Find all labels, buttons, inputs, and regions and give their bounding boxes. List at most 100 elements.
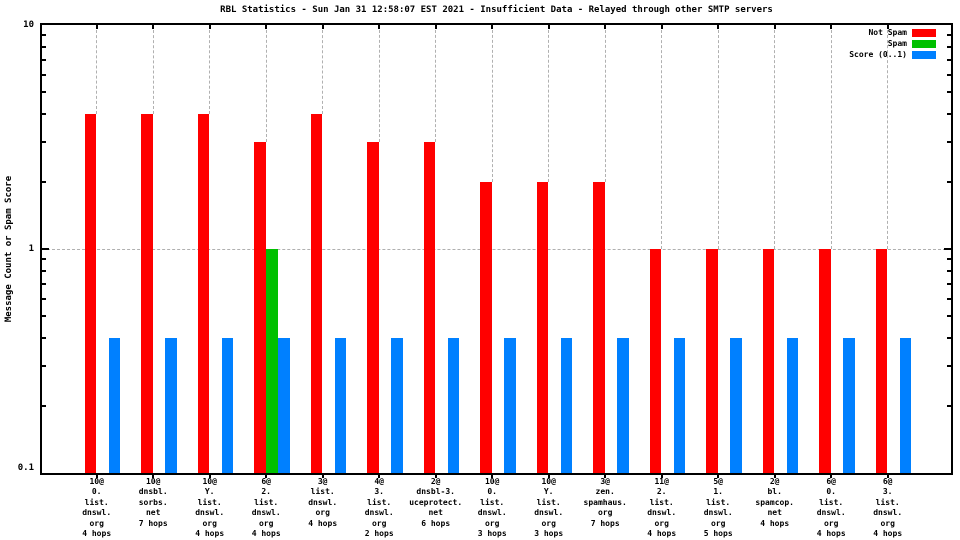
x-axis-label-line: org (202, 518, 217, 528)
x-axis-label-line: org (315, 508, 330, 518)
x-axis-label: 10@ Y. list. dnswl. org 3 hops (517, 477, 581, 539)
x-axis-label-line: org (541, 518, 556, 528)
x-axis-label-line: 2. (656, 487, 667, 497)
y-tick-label-10: 10 (23, 20, 34, 30)
x-axis-label-line: dnswl. (195, 508, 225, 518)
x-axis-label-line: 5 hops (703, 529, 733, 539)
x-axis-label-line: list. (875, 497, 900, 507)
x-axis-label-line: 10@ (145, 477, 161, 486)
x-axis-label-line: Y. (543, 487, 554, 497)
x-axis-label-line: dnswl. (82, 508, 112, 518)
x-axis-label-line: 6 hops (421, 518, 451, 528)
x-axis-label-line: 4 hops (647, 529, 677, 539)
x-axis-label-line: dnswl. (308, 497, 338, 507)
x-axis-label-line: 3 hops (534, 529, 564, 539)
x-axis-label-line: 4 hops (195, 529, 225, 539)
x-tick-bottom (265, 475, 268, 478)
legend-label-score: Score (0..1) (849, 50, 907, 59)
x-axis-label: 10@ 0. list. dnswl. org 4 hops (65, 477, 129, 539)
x-axis-label-line: list. (367, 497, 392, 507)
x-axis-label-line: 4 hops (873, 529, 903, 539)
legend-row-spam: Spam (849, 38, 936, 49)
x-axis-label-line: spamhaus. (583, 497, 627, 507)
x-axis-label-line: 2. (261, 487, 271, 497)
x-axis-label-line: org (710, 518, 726, 528)
x-axis-label-line: list. (649, 497, 674, 507)
x-axis-label: 6@ 0. list. dnswl. org 4 hops (799, 477, 863, 539)
x-axis-label-line: 10@ (89, 477, 104, 486)
x-axis-label-line: list. (536, 497, 561, 507)
x-axis-label: 6@ 3. list. dnswl. org 4 hops (856, 477, 920, 539)
x-axis-label-line: list. (254, 497, 279, 507)
chart-title: RBL Statistics - Sun Jan 31 12:58:07 EST… (220, 5, 773, 15)
x-axis-label: 3@ list. dnswl. org 4 hops (291, 477, 355, 529)
x-axis-label-line: 2 hops (364, 529, 394, 539)
x-axis-label-line: bl. (767, 487, 782, 497)
x-axis-label-line: 6@ (826, 477, 836, 486)
x-tick-bottom (378, 475, 381, 478)
x-axis-label-line: 4@ (374, 477, 384, 486)
x-axis-label-line: 6@ (882, 477, 893, 486)
legend-row-score: Score (0..1) (849, 49, 936, 60)
x-axis-label-line: 4 hops (308, 518, 338, 528)
x-axis-label-line: spamcop. (755, 497, 794, 507)
x-axis-label-line: net (145, 508, 161, 518)
x-axis-label-line: 4 hops (251, 529, 281, 539)
x-axis-label-line: dnsbl. (138, 487, 168, 497)
x-axis-label-line: list. (706, 497, 731, 507)
x-axis-label: 10@ Y. list. dnswl. org 4 hops (178, 477, 242, 539)
x-axis-label-line: zen. (595, 487, 615, 497)
plot-border (40, 23, 953, 475)
x-axis-label-line: 0. (487, 487, 497, 497)
x-axis-label-line: sorbs. (138, 497, 168, 507)
x-axis-label-line: dnswl. (873, 508, 903, 518)
x-axis-label-line: 7 hops (138, 518, 168, 528)
x-tick-bottom (491, 475, 494, 478)
x-axis-label-line: 0. (826, 487, 836, 497)
x-axis-label-line: list. (480, 497, 505, 507)
x-axis-label-line: 3@ (317, 477, 328, 486)
x-tick-bottom (886, 475, 889, 478)
legend-swatch-spam-icon (912, 39, 936, 48)
x-axis-label-line: dnswl. (816, 508, 846, 518)
x-axis-label-line: Y. (204, 487, 215, 497)
x-axis-label-line: 7 hops (590, 518, 620, 528)
x-axis-label-line: 4 hops (760, 518, 790, 528)
x-axis-label-line: 0. (91, 487, 102, 497)
x-tick-bottom (547, 475, 550, 478)
x-tick-bottom (717, 475, 720, 478)
x-axis-label-line: list. (310, 487, 335, 497)
x-tick-bottom (434, 475, 437, 478)
legend-swatch-not-spam-icon (912, 28, 936, 37)
x-axis-label-line: net (767, 508, 782, 518)
x-axis-label-line: org (654, 518, 669, 528)
x-axis-label-line: 11@ (654, 477, 669, 486)
x-axis-label: 5@ 1. list. dnswl. org 5 hops (686, 477, 750, 539)
x-axis-label-line: org (823, 518, 839, 528)
x-axis-label-line: 2@ (430, 477, 441, 486)
x-axis-label: 10@ dnsbl. sorbs. net 7 hops (121, 477, 185, 529)
y-tick-label-1: 1 (28, 244, 34, 254)
x-axis-label-line: org (880, 518, 895, 528)
x-axis-label-line: org (597, 508, 613, 518)
x-axis-label-line: dnswl. (647, 508, 677, 518)
x-axis-label-line: list. (197, 497, 222, 507)
x-axis-label-line: list. (819, 497, 844, 507)
x-tick-bottom (95, 475, 98, 478)
x-axis-label-line: org (258, 518, 274, 528)
x-axis-label-line: 6@ (261, 477, 271, 486)
y-tick-label-0.1: 0.1 (17, 463, 34, 473)
x-axis-label-line: 3@ (600, 477, 610, 486)
x-axis-label-line: 10@ (541, 477, 556, 486)
x-tick-bottom (321, 475, 324, 478)
x-axis-label: 6@ 2. list. dnswl. org 4 hops (234, 477, 298, 539)
x-axis-label-line: 3. (374, 487, 384, 497)
x-axis-label-line: net (428, 508, 443, 518)
x-axis-label: 10@ 0. list. dnswl. org 3 hops (460, 477, 524, 539)
x-axis-label-line: list. (84, 497, 109, 507)
x-axis-label-line: 5@ (713, 477, 723, 486)
x-axis-label-line: org (89, 518, 104, 528)
x-axis-label-line: dnswl. (534, 508, 564, 518)
x-axis-label-line: org (371, 518, 387, 528)
